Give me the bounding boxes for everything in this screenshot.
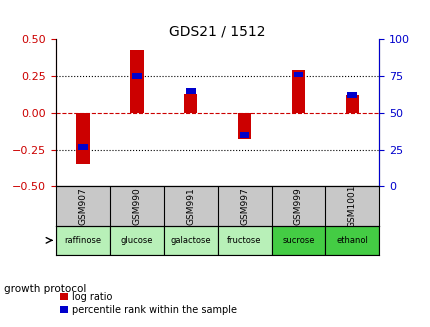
Bar (110, 226, 163, 255)
Bar (325, 226, 378, 255)
Bar (347, 92, 356, 98)
Bar (345, 95, 358, 113)
Text: glucose: glucose (120, 236, 153, 245)
Bar (78, 144, 88, 150)
Bar (56, 226, 110, 255)
Text: GSM997: GSM997 (240, 187, 249, 225)
Text: raffinose: raffinose (64, 236, 101, 245)
Title: GDS21 / 1512: GDS21 / 1512 (169, 24, 265, 38)
Text: fructose: fructose (227, 236, 261, 245)
Text: ethanol: ethanol (336, 236, 367, 245)
Bar (237, 113, 251, 139)
Bar (239, 132, 249, 138)
Bar (163, 226, 217, 255)
Text: GSM907: GSM907 (78, 187, 87, 225)
Text: growth protocol: growth protocol (4, 284, 86, 294)
Bar (217, 226, 271, 255)
Bar (76, 113, 89, 164)
Text: galactose: galactose (170, 236, 211, 245)
Text: GSM990: GSM990 (132, 187, 141, 225)
Bar (185, 88, 195, 94)
Text: GSM1001: GSM1001 (347, 184, 356, 228)
Legend: log ratio, percentile rank within the sample: log ratio, percentile rank within the sa… (56, 288, 240, 319)
Bar (293, 72, 303, 77)
Bar (132, 73, 141, 79)
Bar (271, 226, 325, 255)
Bar (130, 49, 143, 113)
Bar (291, 70, 304, 113)
Text: GSM999: GSM999 (293, 187, 302, 225)
Text: sucrose: sucrose (282, 236, 314, 245)
Text: GSM991: GSM991 (186, 187, 195, 225)
Bar (184, 94, 197, 113)
